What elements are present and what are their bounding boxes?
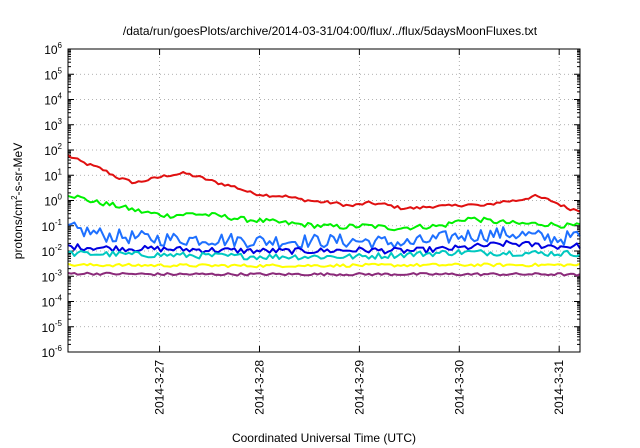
y-tick-base: 10 bbox=[42, 245, 56, 259]
y-tick-label: 106 bbox=[44, 41, 62, 57]
y-tick-exponent: -4 bbox=[55, 294, 63, 303]
y-tick-label: 10-2 bbox=[42, 243, 63, 259]
y-axis-ticks: 10610510410310210110010-110-210-310-410-… bbox=[42, 41, 580, 360]
x-axis-label: Coordinated Universal Time (UTC) bbox=[232, 431, 416, 445]
series-line-1 bbox=[67, 154, 581, 213]
y-tick-base: 10 bbox=[44, 94, 58, 108]
x-tick-label: 2014-3-30 bbox=[452, 360, 466, 415]
y-tick-base: 10 bbox=[42, 220, 56, 234]
y-tick-exponent: -3 bbox=[55, 268, 63, 277]
y-tick-label: 10-5 bbox=[42, 319, 63, 335]
y-axis-label: protons/cm2-s-sr-MeV bbox=[10, 143, 25, 259]
y-axis-label-exponent: 2 bbox=[10, 195, 19, 200]
series-line-7 bbox=[67, 271, 581, 277]
x-tick-label: 2014-3-29 bbox=[352, 360, 366, 415]
chart-title: /data/run/goesPlots/archive/2014-03-31/0… bbox=[123, 24, 538, 38]
plot-frame bbox=[67, 48, 581, 353]
x-tick-label: 2014-3-28 bbox=[252, 360, 266, 415]
y-tick-exponent: 5 bbox=[58, 66, 63, 75]
y-tick-base: 10 bbox=[44, 43, 58, 57]
y-tick-base: 10 bbox=[44, 195, 58, 209]
series-line-3 bbox=[67, 221, 581, 250]
y-tick-exponent: -1 bbox=[55, 218, 63, 227]
y-tick-base: 10 bbox=[44, 169, 58, 183]
series-lines bbox=[67, 154, 581, 277]
y-tick-label: 100 bbox=[44, 193, 62, 209]
y-tick-exponent: 0 bbox=[58, 193, 63, 202]
y-tick-exponent: 1 bbox=[58, 167, 63, 176]
y-tick-exponent: 2 bbox=[58, 142, 63, 151]
y-tick-exponent: -6 bbox=[55, 344, 63, 353]
y-axis-label-part1: protons/cm bbox=[11, 200, 25, 259]
y-tick-label: 101 bbox=[44, 167, 62, 183]
y-tick-label: 10-1 bbox=[42, 218, 63, 234]
y-tick-label: 10-6 bbox=[42, 344, 63, 360]
y-tick-label: 10-3 bbox=[42, 268, 63, 284]
y-tick-label: 10-4 bbox=[42, 294, 63, 310]
y-tick-base: 10 bbox=[44, 119, 58, 133]
x-tick-label: 2014-3-27 bbox=[153, 360, 167, 415]
x-tick-label: 2014-3-31 bbox=[552, 360, 566, 415]
y-axis-label-part2: -s-sr-MeV bbox=[11, 143, 25, 196]
y-tick-base: 10 bbox=[42, 321, 56, 335]
y-tick-base: 10 bbox=[44, 144, 58, 158]
series-line-6 bbox=[67, 262, 581, 269]
y-tick-base: 10 bbox=[42, 296, 56, 310]
series-line-5 bbox=[67, 249, 581, 261]
y-tick-label: 102 bbox=[44, 142, 62, 158]
y-tick-exponent: 3 bbox=[58, 117, 63, 126]
y-tick-base: 10 bbox=[42, 270, 56, 284]
y-tick-exponent: -2 bbox=[55, 243, 63, 252]
y-tick-label: 103 bbox=[44, 117, 62, 133]
y-tick-label: 104 bbox=[44, 92, 62, 108]
y-tick-base: 10 bbox=[44, 68, 58, 82]
y-tick-exponent: 4 bbox=[58, 92, 63, 101]
y-tick-base: 10 bbox=[42, 346, 56, 360]
series-line-4 bbox=[67, 239, 581, 255]
x-axis-ticks: 2014-3-27 2014-3-28 2014-3-29 2014-3-30 2014… bbox=[153, 49, 566, 415]
y-tick-label: 105 bbox=[44, 66, 62, 82]
y-tick-exponent: 6 bbox=[58, 41, 63, 50]
y-tick-exponent: -5 bbox=[55, 319, 63, 328]
series-line-2 bbox=[67, 194, 581, 232]
